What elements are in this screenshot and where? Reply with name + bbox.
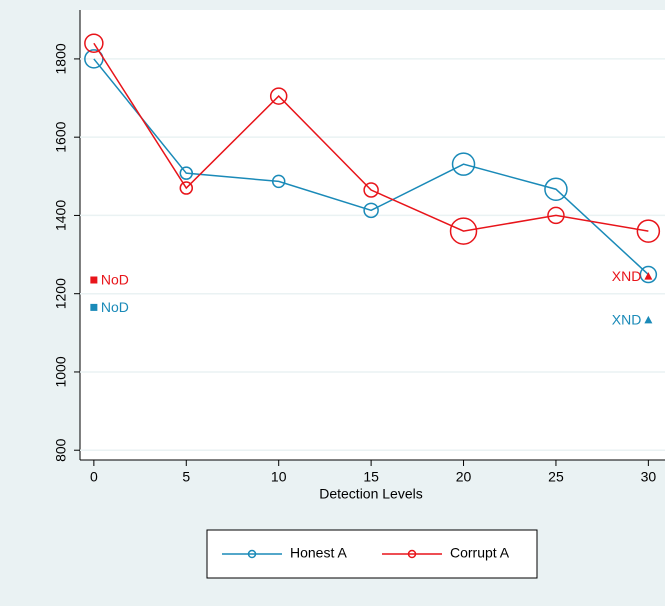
plot-area	[80, 10, 665, 460]
marker	[269, 87, 288, 105]
x-tick-label: 25	[548, 469, 564, 485]
marker	[271, 174, 286, 189]
point-label: NoD	[101, 272, 129, 288]
point-marker	[90, 276, 98, 284]
point-label: XND	[612, 312, 642, 328]
x-tick-label: 20	[456, 469, 472, 485]
y-tick-label: 1000	[53, 356, 69, 387]
point-marker	[644, 315, 653, 324]
point-marker	[644, 272, 653, 280]
marker	[84, 49, 104, 69]
marker	[363, 202, 379, 219]
marker	[363, 182, 379, 198]
legend-label: Corrupt A	[450, 545, 510, 561]
point-label: XND	[612, 268, 642, 284]
x-tick-label: 0	[90, 469, 98, 485]
y-tick-label: 800	[53, 438, 69, 462]
point-marker	[90, 303, 98, 311]
x-tick-label: 5	[182, 469, 190, 485]
x-axis-title: Detection Levels	[319, 486, 423, 502]
series-line	[93, 58, 649, 276]
legend-marker	[247, 549, 257, 559]
marker	[544, 177, 568, 201]
y-tick-label: 1200	[53, 278, 69, 309]
series-line	[93, 42, 649, 232]
y-tick-label: 1800	[53, 43, 69, 74]
marker	[547, 206, 565, 225]
marker	[179, 166, 194, 180]
marker	[179, 181, 194, 195]
marker	[636, 219, 661, 243]
legend-label: Honest A	[290, 545, 347, 561]
point-label: NoD	[101, 299, 129, 315]
y-tick-label: 1400	[53, 200, 69, 231]
legend-marker	[407, 549, 417, 559]
y-tick-label: 1600	[53, 121, 69, 152]
x-tick-label: 10	[271, 469, 287, 485]
marker	[639, 265, 658, 284]
x-tick-label: 15	[363, 469, 379, 485]
x-tick-label: 30	[641, 469, 657, 485]
marker	[449, 217, 478, 245]
marker	[451, 152, 476, 176]
marker	[84, 33, 104, 54]
